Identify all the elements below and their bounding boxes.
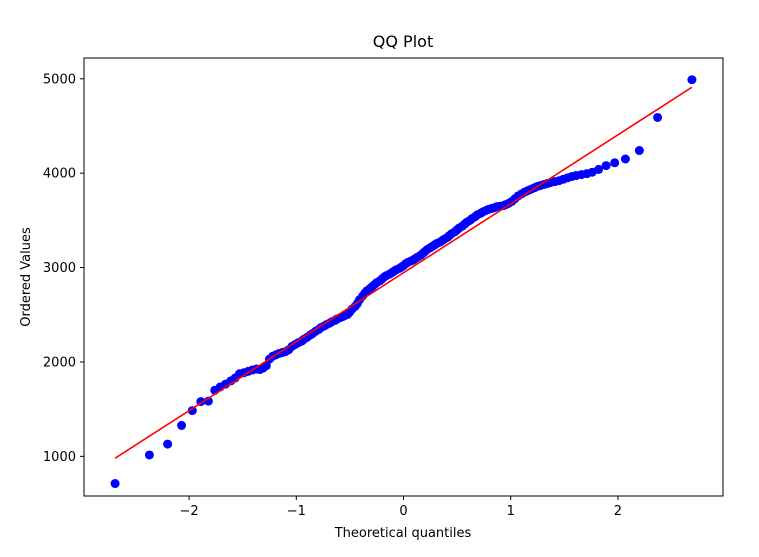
y-tick-label: 4000 xyxy=(43,167,76,182)
y-axis: 1000 2000 3000 4000 5000 xyxy=(43,72,84,465)
x-tick-label: 2 xyxy=(614,504,622,519)
data-point xyxy=(687,75,697,85)
data-points-layer xyxy=(110,75,697,489)
data-point xyxy=(601,161,611,171)
data-point xyxy=(594,164,604,174)
data-point xyxy=(144,450,154,460)
y-tick-label: 2000 xyxy=(43,355,76,370)
plot-area-frame xyxy=(83,57,724,497)
fit-line-layer xyxy=(114,86,693,459)
x-axis-label: Theoretical quantiles xyxy=(334,526,472,541)
chart-title: QQ Plot xyxy=(373,32,433,51)
data-point xyxy=(163,439,173,449)
x-tick-label: −2 xyxy=(179,504,198,519)
x-tick-label: 0 xyxy=(399,504,407,519)
data-point xyxy=(177,420,187,430)
data-point xyxy=(634,146,644,156)
y-tick-label: 3000 xyxy=(43,261,76,276)
x-tick-label: 1 xyxy=(507,504,515,519)
x-tick-label: −1 xyxy=(287,504,306,519)
data-point xyxy=(187,406,197,416)
fit-line xyxy=(114,86,693,459)
data-point xyxy=(610,158,620,168)
data-point xyxy=(653,112,663,122)
data-point xyxy=(620,154,630,164)
data-point xyxy=(110,479,120,489)
y-axis-label: Ordered Values xyxy=(19,227,34,327)
y-tick-label: 1000 xyxy=(43,450,76,465)
x-axis: −2 −1 0 1 2 xyxy=(179,496,622,519)
y-tick-label: 5000 xyxy=(43,72,76,87)
